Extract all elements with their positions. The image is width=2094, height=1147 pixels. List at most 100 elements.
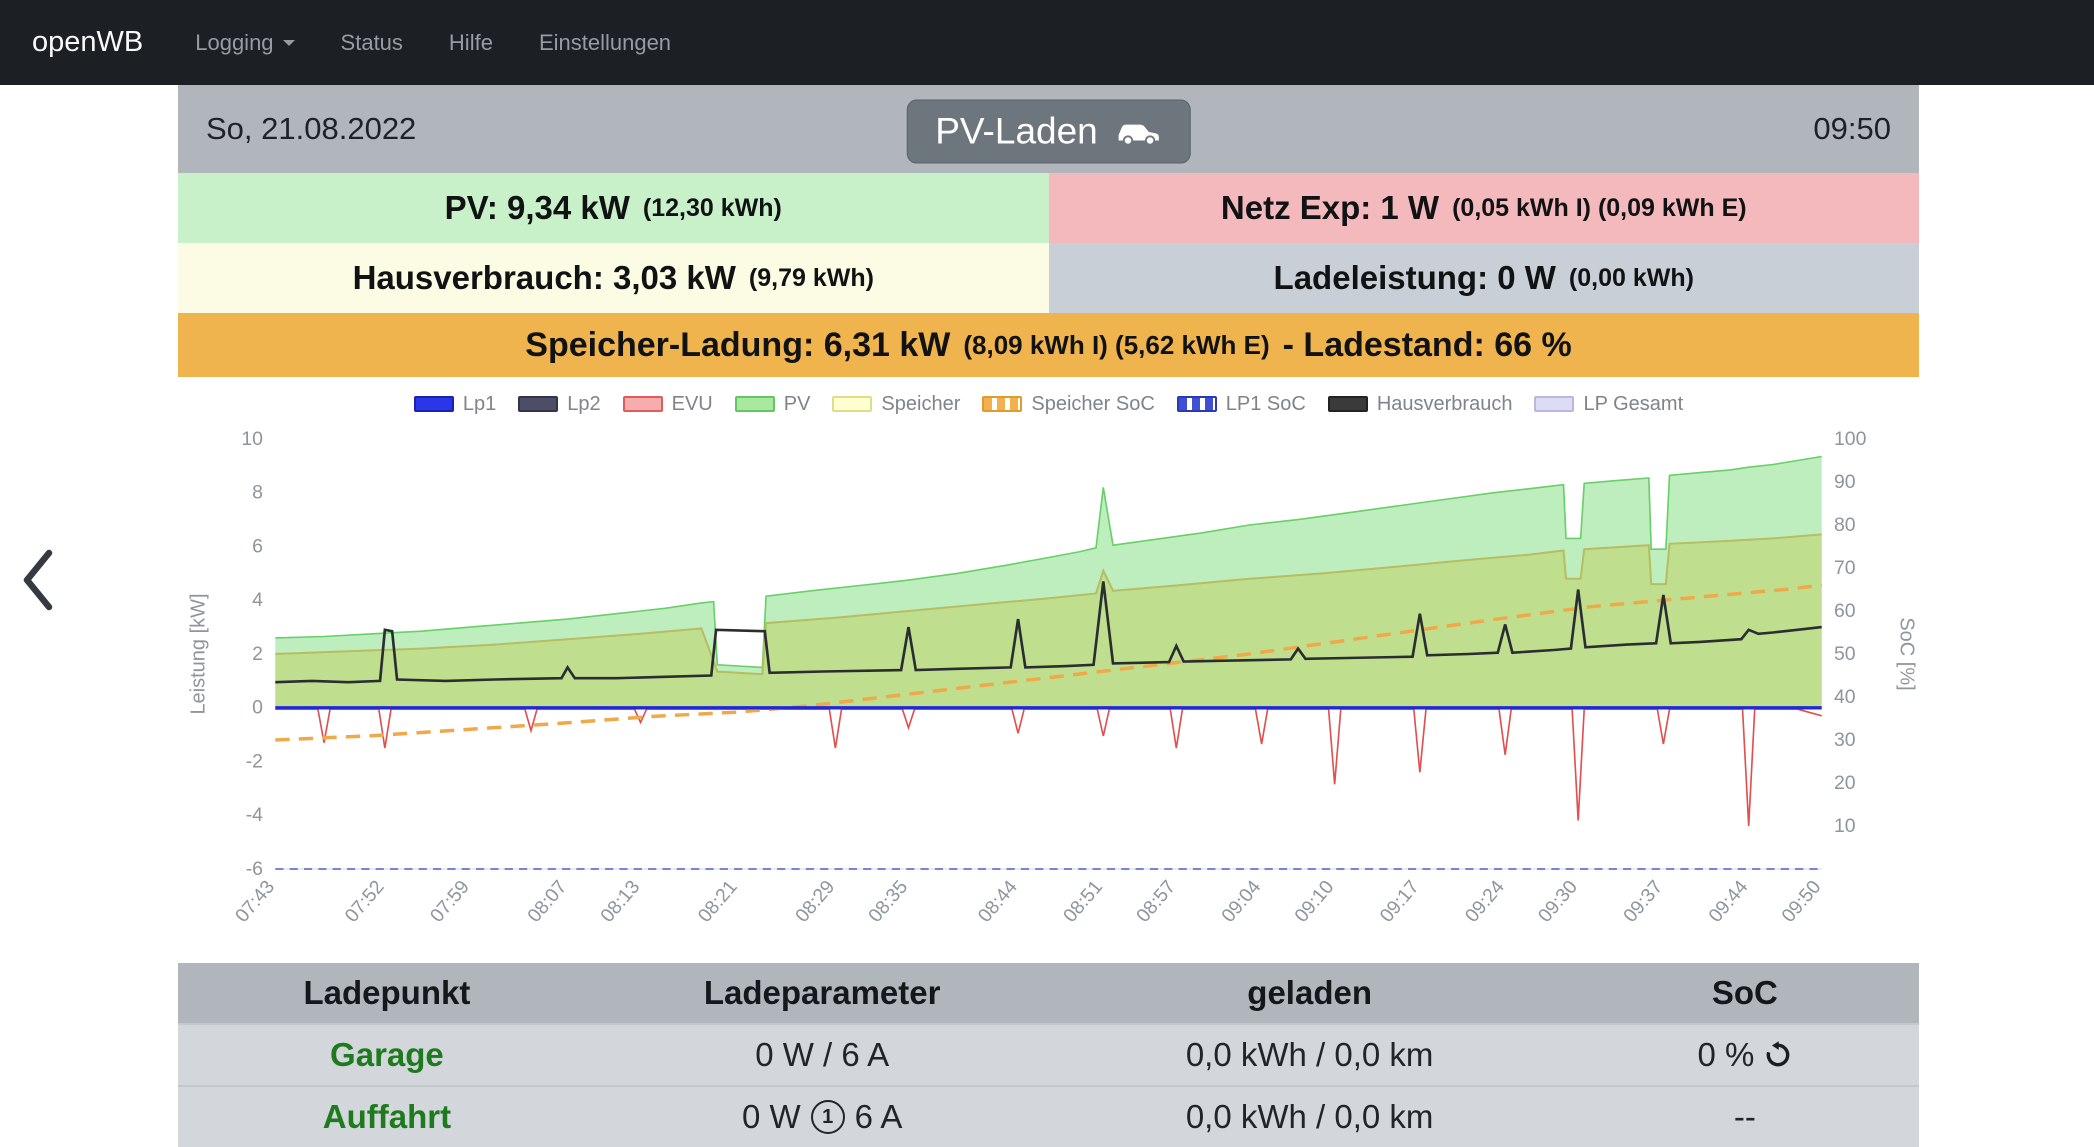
svg-text:4: 4 — [252, 590, 263, 611]
pv-energy: (12,30 kWh) — [642, 193, 782, 222]
svg-text:08:21: 08:21 — [694, 877, 742, 927]
legend-swatch — [1534, 396, 1575, 412]
table-row: Auffahrt 0 W 1 6 A 0,0 kWh / 0,0 km -- — [178, 1085, 1919, 1147]
charge-parameters: 0 W / 6 A — [755, 1036, 890, 1073]
nav-item-status[interactable]: Status — [340, 29, 403, 55]
svg-text:-6: -6 — [246, 859, 263, 880]
chargepoint-name: Auffahrt — [322, 1098, 452, 1135]
legend-item-hausverbrauch[interactable]: Hausverbrauch — [1327, 393, 1512, 416]
svg-text:08:44: 08:44 — [974, 877, 1022, 927]
legend-swatch — [413, 396, 454, 412]
legend-item-speicher[interactable]: Speicher — [832, 393, 960, 416]
svg-text:08:13: 08:13 — [597, 877, 645, 927]
pv-value: PV: 9,34 kW — [444, 189, 630, 226]
svg-text:09:30: 09:30 — [1534, 877, 1582, 927]
svg-text:09:37: 09:37 — [1620, 877, 1668, 927]
svg-text:07:43: 07:43 — [232, 877, 280, 927]
svg-text:60: 60 — [1834, 601, 1856, 622]
table-header-geladen: geladen — [1247, 974, 1372, 1011]
soc-cell: 0 % — [1571, 1036, 1919, 1074]
chart-section: Lp1 Lp2 EVU PV Speicher Speicher SoC LP1 SoC Ha… — [178, 377, 1919, 963]
legend-swatch — [518, 396, 559, 412]
grid-value: Netz Exp: 1 W — [1220, 189, 1440, 226]
legend-item-lp2[interactable]: Lp2 — [518, 392, 601, 416]
chart-legend: Lp1 Lp2 EVU PV Speicher Speicher SoC LP1 SoC Ha… — [178, 385, 1919, 423]
svg-text:30: 30 — [1834, 730, 1856, 751]
table-row: Garage 0 W / 6 A 0,0 kWh / 0,0 km 0 % — [178, 1023, 1919, 1085]
svg-text:90: 90 — [1834, 472, 1856, 493]
svg-text:2: 2 — [252, 644, 263, 665]
nav-item-hilfe[interactable]: Hilfe — [448, 29, 493, 55]
battery-tile: Speicher-Ladung: 6,31 kW (8,09 kWh I) (5… — [178, 313, 1919, 377]
legend-item-speicher-soc[interactable]: Speicher SoC — [982, 392, 1155, 416]
battery-value: Speicher-Ladung: 6,31 kW — [525, 325, 951, 364]
caret-down-icon — [282, 39, 295, 46]
table-header-ladeparameter: Ladeparameter — [703, 974, 941, 1011]
charge-param-power: 0 W — [741, 1098, 801, 1135]
charge-mode-button[interactable]: PV-Laden — [906, 99, 1191, 164]
svg-text:-4: -4 — [246, 805, 264, 826]
brand-logo[interactable]: openWB — [32, 26, 144, 58]
table-header-ladepunkt: Ladepunkt — [303, 974, 471, 1011]
chevron-left-icon — [23, 549, 53, 611]
table-header-row: Ladepunkt Ladeparameter geladen SoC — [178, 963, 1919, 1023]
legend-label: LP1 SoC — [1225, 392, 1306, 415]
table-body: Garage 0 W / 6 A 0,0 kWh / 0,0 km 0 % Auffah… — [178, 1023, 1919, 1147]
time-label: 09:50 — [1813, 111, 1891, 146]
legend-label: Lp1 — [462, 392, 497, 415]
legend-label: Speicher SoC — [1031, 392, 1155, 415]
legend-item-pv[interactable]: PV — [734, 392, 811, 416]
navbar-menu: Logging Status Hilfe Einstellungen — [195, 30, 671, 56]
legend-item-evu[interactable]: EVU — [622, 393, 713, 416]
svg-text:09:50: 09:50 — [1778, 877, 1826, 927]
charge-power-value: Ladeleistung: 0 W — [1273, 259, 1556, 296]
grid-energy: (0,05 kWh I) (0,09 kWh E) — [1452, 193, 1747, 222]
svg-text:08:29: 08:29 — [792, 877, 840, 927]
legend-item-lp1-soc[interactable]: LP1 SoC — [1176, 392, 1306, 416]
charge-param-current: 6 A — [854, 1098, 903, 1135]
svg-text:-2: -2 — [246, 752, 263, 773]
phase-count-icon: 1 — [810, 1100, 845, 1134]
svg-text:10: 10 — [1834, 816, 1856, 837]
svg-text:10: 10 — [241, 429, 263, 450]
nav-item-logging[interactable]: Logging — [195, 30, 295, 56]
pv-tile: PV: 9,34 kW (12,30 kWh) — [178, 173, 1049, 243]
legend-label: Speicher — [881, 392, 961, 415]
svg-text:50: 50 — [1834, 644, 1856, 665]
svg-text:07:52: 07:52 — [341, 877, 389, 927]
svg-text:20: 20 — [1834, 773, 1856, 794]
charge-power-tile: Ladeleistung: 0 W (0,00 kWh) — [1048, 243, 1919, 313]
soc-value: 0 % — [1697, 1036, 1755, 1073]
legend-label: PV — [783, 392, 811, 415]
car-icon — [1116, 116, 1162, 147]
house-consumption-tile: Hausverbrauch: 3,03 kW (9,79 kWh) — [178, 243, 1049, 313]
svg-text:08:07: 08:07 — [524, 877, 572, 927]
svg-text:80: 80 — [1834, 515, 1856, 536]
legend-label: LP Gesamt — [1583, 392, 1684, 415]
soc-value: -- — [1733, 1098, 1756, 1135]
svg-text:09:04: 09:04 — [1218, 877, 1266, 927]
legend-swatch — [1327, 396, 1368, 412]
date-label: So, 21.08.2022 — [206, 111, 417, 146]
svg-text:08:51: 08:51 — [1060, 877, 1108, 927]
svg-text:Leistung [kW]: Leistung [kW] — [187, 593, 209, 714]
svg-text:09:24: 09:24 — [1461, 877, 1509, 927]
grid-tile: Netz Exp: 1 W (0,05 kWh I) (0,09 kWh E) — [1048, 173, 1919, 243]
charge-parameters: 0 W 1 6 A — [596, 1098, 1049, 1136]
header-bar: So, 21.08.2022 PV-Laden 09:50 — [178, 85, 1919, 173]
legend-swatch — [622, 396, 663, 412]
legend-item-lp1[interactable]: Lp1 — [413, 392, 497, 416]
charged-amount: 0,0 kWh / 0,0 km — [1185, 1098, 1434, 1135]
nav-item-einstellungen[interactable]: Einstellungen — [538, 29, 672, 55]
svg-text:09:44: 09:44 — [1705, 877, 1753, 927]
legend-label: Lp2 — [567, 392, 601, 415]
svg-text:SoC [%]: SoC [%] — [1896, 617, 1918, 690]
back-chevron[interactable] — [20, 548, 56, 617]
svg-text:100: 100 — [1834, 429, 1866, 450]
chargepoint-name: Garage — [330, 1036, 444, 1073]
svg-text:09:10: 09:10 — [1291, 877, 1339, 927]
refresh-icon[interactable] — [1764, 1041, 1792, 1069]
charged-amount: 0,0 kWh / 0,0 km — [1185, 1036, 1434, 1073]
legend-item-lp-gesamt[interactable]: LP Gesamt — [1534, 393, 1683, 416]
battery-soc: - Ladestand: 66 % — [1282, 325, 1572, 364]
